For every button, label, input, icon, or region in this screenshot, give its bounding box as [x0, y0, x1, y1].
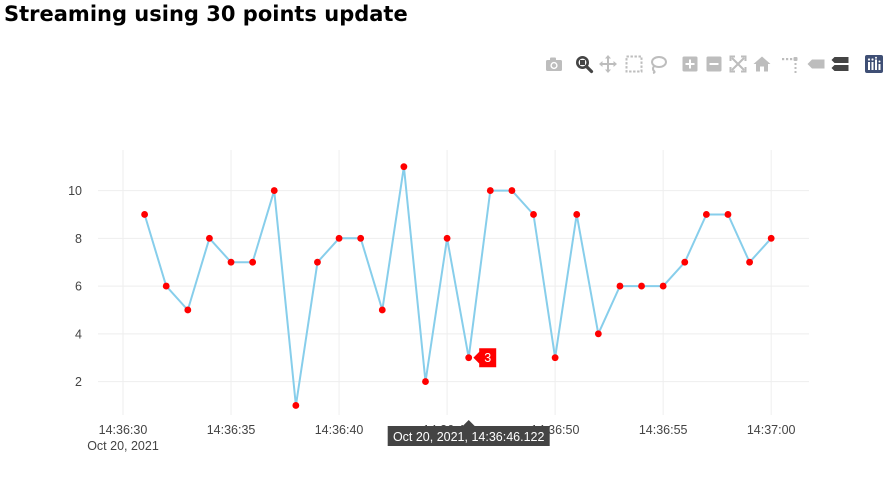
hover-closest-icon[interactable] [806, 54, 826, 74]
zoom-out-icon[interactable] [704, 54, 724, 74]
y-tick-label: 6 [75, 280, 82, 294]
grid-lines [98, 150, 809, 415]
data-point[interactable] [702, 211, 710, 218]
hover-tooltip: Oct 20, 2021, 14:36:46.122 3 [387, 347, 550, 446]
series-line-layer [143, 165, 772, 407]
data-point[interactable] [162, 282, 170, 290]
data-point[interactable] [227, 258, 235, 266]
data-point[interactable] [508, 187, 516, 194]
data-point[interactable] [551, 354, 559, 362]
data-point[interactable] [724, 211, 732, 218]
data-point[interactable] [378, 306, 386, 314]
data-point[interactable] [767, 234, 775, 242]
data-point[interactable] [616, 282, 624, 290]
chart-modebar [544, 54, 884, 74]
hover-y-label-box [471, 347, 498, 369]
data-point[interactable] [249, 258, 257, 266]
x-tick-label: 14:36:55 [639, 423, 688, 437]
zoom-in-icon[interactable] [680, 54, 700, 74]
hover-compare-icon[interactable] [830, 54, 850, 74]
data-point[interactable] [746, 258, 753, 266]
data-points[interactable] [141, 163, 775, 409]
x-tick-label: 14:36:35 [207, 423, 256, 437]
camera-icon[interactable] [544, 54, 564, 74]
data-point[interactable] [594, 330, 602, 338]
data-point[interactable] [292, 402, 300, 409]
data-point[interactable] [486, 187, 494, 194]
y-tick-label: 8 [75, 232, 82, 246]
hover-y-label: 3 [484, 351, 491, 365]
data-point[interactable] [422, 378, 429, 385]
y-axis-ticks: 2 4 6 8 10 [68, 184, 82, 389]
zoom-icon[interactable] [574, 54, 594, 74]
hover-x-label: Oct 20, 2021, 14:36:46.122 [393, 430, 545, 444]
hover-x-label-box [387, 420, 550, 446]
data-point[interactable] [659, 282, 667, 290]
y-tick-label: 2 [75, 375, 82, 389]
data-point[interactable] [335, 234, 343, 242]
x-tick-label: 14:36:40 [315, 423, 364, 437]
spike-lines-icon[interactable] [780, 54, 800, 74]
data-point[interactable] [314, 258, 321, 266]
plotly-logo-icon[interactable] [864, 54, 884, 74]
y-tick-label: 4 [75, 327, 82, 341]
data-point[interactable] [141, 211, 149, 218]
box-select-icon[interactable] [624, 54, 644, 74]
data-point[interactable] [400, 163, 408, 171]
home-icon[interactable] [752, 54, 772, 74]
data-point[interactable] [573, 211, 581, 218]
y-tick-label: 10 [68, 184, 82, 198]
data-point[interactable] [443, 234, 451, 242]
autoscale-icon[interactable] [728, 54, 748, 74]
data-point[interactable] [357, 234, 365, 242]
x-tick-label: 14:36:30 [99, 423, 148, 437]
page-title: Streaming using 30 points update [4, 2, 408, 26]
series-line [143, 165, 772, 407]
data-point[interactable] [184, 306, 192, 314]
x-tick-sublabel: Oct 20, 2021 [87, 439, 159, 453]
data-point[interactable] [465, 354, 473, 362]
data-point[interactable] [681, 258, 689, 266]
x-tick-label: 14:37:00 [747, 423, 796, 437]
data-point[interactable] [270, 187, 278, 194]
data-point[interactable] [638, 282, 645, 290]
data-point[interactable] [530, 211, 537, 218]
data-point[interactable] [206, 234, 213, 242]
lasso-select-icon[interactable] [648, 54, 668, 74]
pan-icon[interactable] [598, 54, 618, 74]
